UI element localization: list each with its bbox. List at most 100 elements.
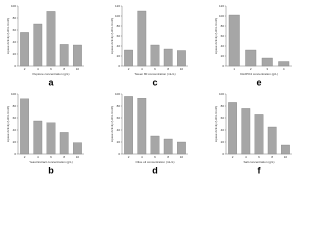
bar: [177, 50, 186, 67]
y-tick-label: 40: [221, 128, 225, 132]
bar: [228, 14, 240, 67]
y-axis-label: Lipase Activity (U/mL broth): [6, 106, 10, 143]
y-tick-label: 40: [13, 128, 17, 132]
bar: [20, 32, 29, 67]
y-tick-label: 100: [219, 14, 224, 18]
x-tick-label: 2: [232, 155, 234, 159]
bar: [33, 120, 43, 155]
x-tick-label: 8: [63, 155, 65, 159]
bar: [33, 23, 43, 67]
x-tick-label: 4: [141, 67, 143, 71]
x-tick-label: 3: [266, 67, 268, 71]
x-tick-label: 6: [154, 155, 156, 159]
bar: [278, 61, 290, 67]
y-tick-label: 60: [117, 34, 121, 38]
bar: [20, 98, 29, 155]
y-tick-label: 40: [221, 44, 225, 48]
bar: [137, 98, 147, 155]
y-tick-label: 20: [221, 54, 225, 58]
x-tick-label: 6: [154, 67, 156, 71]
y-axis-label: Lipase Activity (U/mL broth): [110, 18, 114, 55]
y-tick-label: 60: [13, 28, 17, 32]
y-axis-label: Lipase Activity (U/mL broth): [6, 18, 10, 55]
bar: [59, 44, 69, 67]
bar: [228, 102, 237, 155]
x-tick-label: 6: [258, 155, 260, 159]
bar: [245, 49, 257, 67]
bar: [163, 138, 173, 155]
x-tick-label: 6: [50, 155, 52, 159]
x-tick-label: 8: [167, 155, 169, 159]
y-tick-label: 100: [11, 92, 16, 96]
panel-label: b: [48, 165, 54, 175]
x-tick-label: 4: [37, 155, 39, 159]
y-tick-label: 20: [13, 140, 17, 144]
y-tick-label: 20: [221, 140, 225, 144]
y-tick-label: 60: [13, 116, 17, 120]
bar: [150, 44, 160, 67]
y-axis-label: Lipase Activity (U/mL broth): [110, 106, 114, 143]
x-tick-label: 4: [37, 67, 39, 71]
x-tick-label: 2: [24, 155, 26, 159]
x-tick-label: 2: [128, 67, 130, 71]
y-tick-label: 60: [117, 116, 121, 120]
y-tick-label: 40: [117, 44, 121, 48]
y-tick-label: 0: [222, 64, 224, 68]
y-tick-label: 0: [14, 64, 16, 68]
x-tick-label: 4: [283, 67, 285, 71]
y-tick-label: 80: [221, 104, 225, 108]
x-tick-label: 2: [24, 67, 26, 71]
bar: [73, 142, 82, 155]
y-axis-label: Lipase Activity (U/mL broth): [214, 18, 218, 55]
y-tick-label: 80: [13, 104, 17, 108]
y-tick-label: 100: [219, 92, 224, 96]
panel-label: d: [152, 165, 158, 175]
y-tick-label: 100: [11, 4, 16, 8]
y-tick-label: 60: [221, 116, 225, 120]
x-tick-label: 10: [180, 155, 184, 159]
x-tick-label: 8: [63, 67, 65, 71]
x-tick-label: 1: [233, 67, 235, 71]
y-tick-label: 80: [117, 104, 121, 108]
bar: [59, 132, 69, 155]
panel-label: f: [258, 165, 262, 175]
bar: [267, 126, 277, 155]
bar: [150, 135, 160, 155]
bar: [137, 10, 147, 67]
bar: [124, 49, 133, 67]
x-axis-label: Yeast Extract concentration (g/L): [29, 160, 72, 164]
x-axis-label: KH2PO4 concentration (g/L): [240, 72, 278, 76]
bar: [177, 141, 186, 155]
y-tick-label: 40: [117, 128, 121, 132]
y-axis-label: Lipase Activity (U/mL broth): [214, 106, 218, 143]
bar: [261, 57, 273, 67]
y-tick-label: 80: [221, 24, 225, 28]
y-tick-label: 0: [14, 152, 16, 156]
y-tick-label: 120: [115, 4, 120, 8]
x-tick-label: 4: [141, 155, 143, 159]
bar: [163, 48, 173, 67]
y-tick-label: 40: [13, 40, 17, 44]
x-tick-label: 10: [76, 155, 80, 159]
x-tick-label: 2: [128, 155, 130, 159]
y-tick-label: 0: [118, 64, 120, 68]
bar: [46, 122, 56, 155]
x-axis-label: Peptone concentration (g/L): [32, 72, 69, 76]
y-tick-label: 20: [117, 140, 121, 144]
y-tick-label: 20: [117, 54, 121, 58]
x-tick-label: 10: [180, 67, 184, 71]
x-axis-label: Tween 80 concentration (mL/L): [134, 72, 175, 76]
panel-label: a: [48, 77, 54, 87]
y-tick-label: 20: [13, 52, 17, 56]
y-tick-label: 100: [115, 14, 120, 18]
bar: [281, 144, 290, 155]
x-tick-label: 4: [245, 155, 247, 159]
panel-label: e: [256, 77, 261, 87]
y-tick-label: 0: [118, 152, 120, 156]
bar: [46, 11, 56, 67]
x-axis-label: Salt concentration (g/L): [243, 160, 274, 164]
panel-label: c: [152, 77, 157, 87]
x-tick-label: 10: [284, 155, 288, 159]
bar: [254, 114, 264, 155]
bar: [124, 96, 133, 155]
